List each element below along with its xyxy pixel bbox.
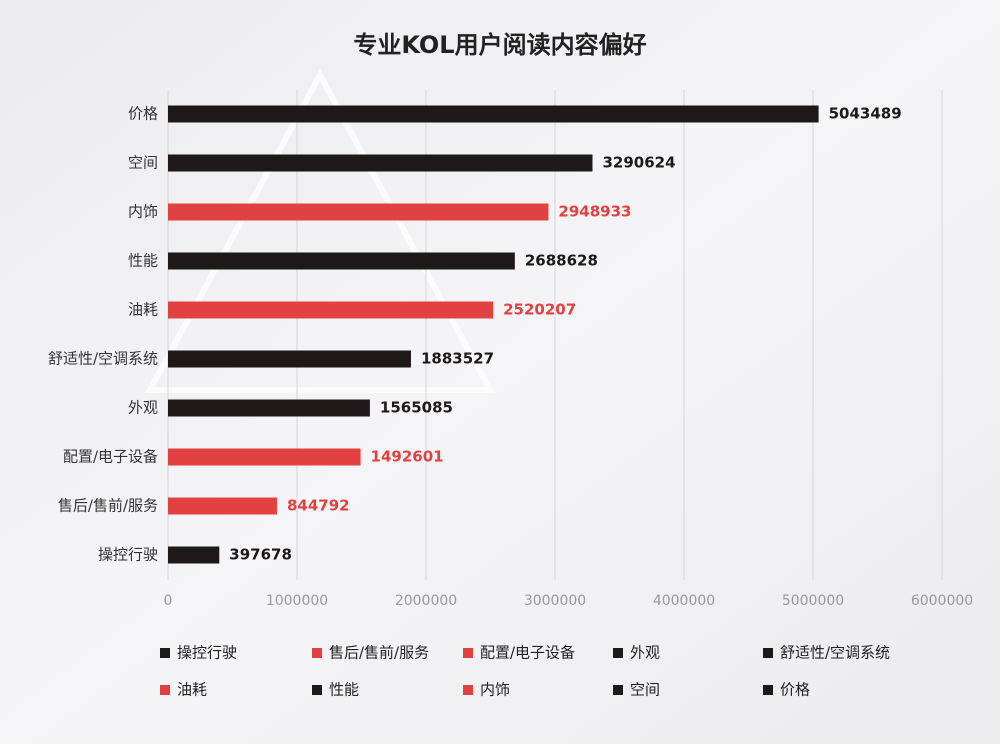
legend-swatch	[763, 685, 773, 695]
legend-label: 配置/电子设备	[480, 644, 575, 662]
legend-swatch	[613, 685, 623, 695]
bar	[168, 350, 411, 368]
legend-swatch	[160, 648, 170, 658]
bar	[168, 497, 277, 515]
x-tick-label: 5000000	[782, 593, 844, 609]
legend-label: 价格	[780, 681, 810, 699]
decor	[144, 68, 496, 393]
legend-label: 性能	[329, 681, 359, 699]
y-tick-label: 价格	[128, 105, 158, 123]
legend-swatch	[613, 648, 623, 658]
value-label: 844792	[287, 497, 350, 515]
value-label: 1565085	[380, 399, 453, 417]
y-tick-label: 空间	[128, 154, 158, 172]
x-tick-label: 1000000	[266, 593, 328, 609]
y-tick-label: 内饰	[128, 203, 158, 221]
y-tick-label: 性能	[128, 252, 158, 270]
bar	[168, 301, 494, 319]
legend-label: 空间	[630, 681, 660, 699]
value-label: 5043489	[829, 105, 902, 123]
value-label: 1492601	[371, 448, 444, 466]
legend-swatch	[463, 648, 473, 658]
value-label: 1883527	[421, 350, 494, 368]
legend-label: 操控行驶	[177, 644, 237, 662]
legend-label: 舒适性/空调系统	[780, 644, 890, 662]
legend-label: 油耗	[177, 681, 207, 699]
bar	[168, 105, 819, 123]
value-label: 3290624	[602, 154, 675, 172]
legend-label: 售后/售前/服务	[329, 644, 429, 662]
y-tick-label: 售后/售前/服务	[58, 497, 158, 515]
x-tick-label: 6000000	[911, 593, 973, 609]
legend-swatch	[312, 685, 322, 695]
y-tick-label: 油耗	[128, 301, 158, 319]
value-label: 2688628	[525, 252, 598, 270]
bar	[168, 203, 549, 221]
y-tick-label: 外观	[128, 399, 158, 417]
chart-title: 专业KOL用户阅读内容偏好	[353, 31, 646, 59]
y-tick-label: 操控行驶	[98, 546, 158, 564]
bar	[168, 154, 593, 172]
x-tick-label: 0	[164, 593, 173, 609]
legend-swatch	[763, 648, 773, 658]
value-label: 397678	[229, 546, 292, 564]
x-tick-label: 3000000	[524, 593, 586, 609]
bar	[168, 448, 361, 466]
x-tick-label: 2000000	[395, 593, 457, 609]
legend-label: 内饰	[480, 681, 510, 699]
y-tick-label: 配置/电子设备	[63, 448, 158, 466]
legend-swatch	[463, 685, 473, 695]
bar	[168, 546, 220, 564]
legend-label: 外观	[630, 644, 660, 662]
x-tick-label: 4000000	[653, 593, 715, 609]
legend-swatch	[160, 685, 170, 695]
bar	[168, 252, 515, 270]
legend-swatch	[312, 648, 322, 658]
bar	[168, 399, 370, 417]
y-tick-label: 舒适性/空调系统	[48, 350, 158, 368]
value-label: 2948933	[558, 203, 631, 221]
value-label: 2520207	[503, 301, 576, 319]
